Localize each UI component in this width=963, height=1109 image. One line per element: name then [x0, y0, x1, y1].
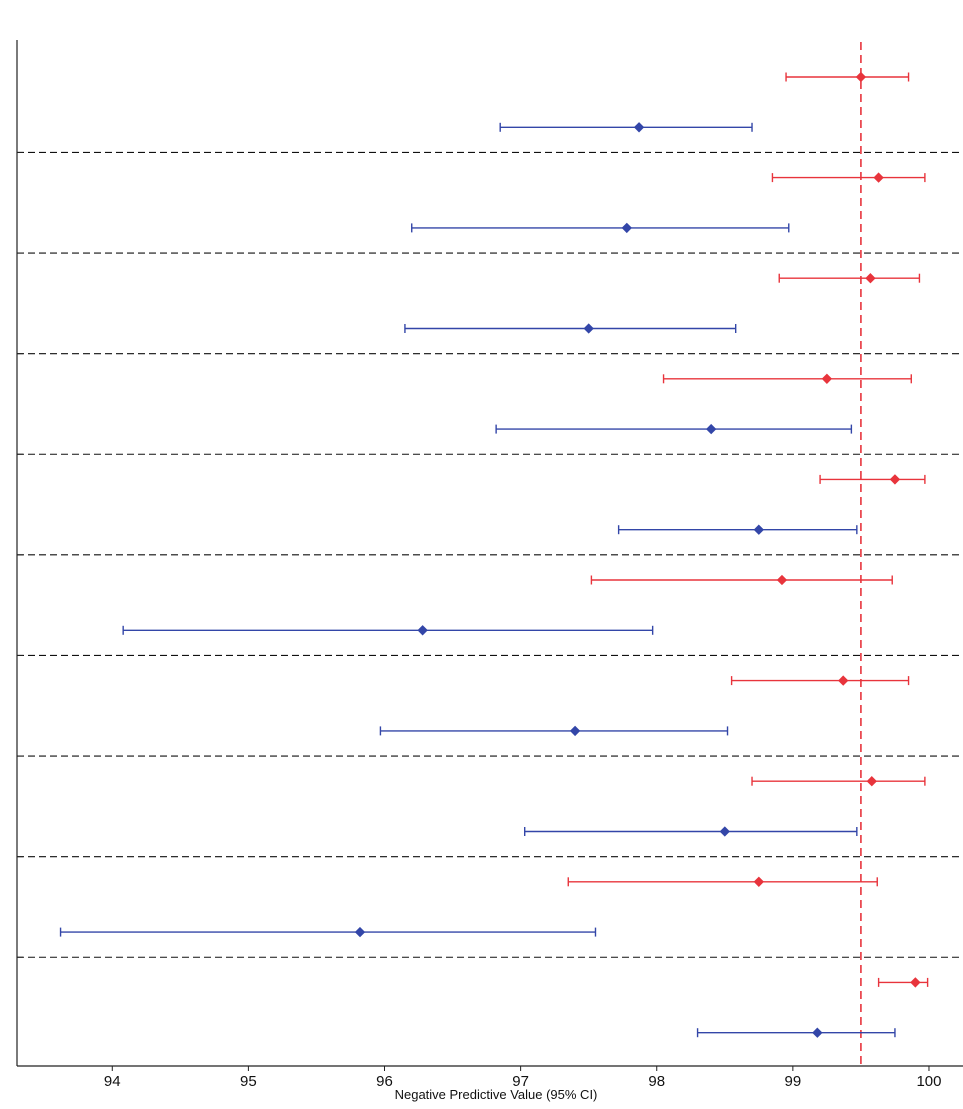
blue-estimate-row [495, 423, 853, 435]
red-estimate-row [590, 574, 893, 586]
point-estimate-marker [821, 373, 833, 384]
point-estimate-marker [889, 474, 901, 485]
point-estimate-marker [866, 776, 877, 787]
blue-estimate-row [696, 1027, 896, 1038]
x-tick-label: 100 [916, 1073, 941, 1090]
red-estimate-row [730, 675, 910, 686]
x-tick-label: 99 [785, 1073, 802, 1090]
blue-estimate-row [59, 926, 597, 938]
x-tick-label: 98 [648, 1073, 665, 1090]
point-estimate-marker [776, 574, 788, 586]
x-axis-ticks: 94 95 96 97 98 99 100 [104, 1066, 941, 1090]
point-estimate-marker [354, 926, 366, 938]
red-estimate-row [819, 474, 926, 485]
point-estimate-marker [417, 625, 428, 636]
point-estimate-marker [753, 876, 764, 887]
red-estimate-row [567, 876, 878, 887]
point-estimate-marker [719, 826, 730, 837]
x-tick-label: 97 [512, 1073, 529, 1090]
red-estimate-row [877, 977, 929, 988]
x-tick-label: 94 [104, 1073, 121, 1090]
blue-estimate-row [499, 122, 753, 133]
group-separators [17, 151, 963, 958]
blue-estimate-row [524, 826, 858, 837]
point-estimate-marker [621, 222, 632, 234]
blue-estimate-row [404, 323, 737, 334]
point-estimate-marker [865, 273, 876, 284]
point-estimate-marker [910, 977, 921, 988]
red-estimate-row [751, 776, 926, 787]
blue-estimate-row [379, 725, 729, 737]
x-tick-label: 95 [240, 1073, 257, 1090]
series-group [59, 71, 929, 1038]
red-estimate-row [778, 273, 921, 284]
point-estimate-marker [838, 675, 849, 686]
blue-estimate-row [411, 222, 790, 234]
blue-estimate-row [122, 625, 654, 636]
point-estimate-marker [569, 725, 581, 737]
point-estimate-marker [855, 71, 867, 83]
red-estimate-row [771, 172, 926, 183]
point-estimate-marker [706, 423, 717, 435]
x-axis-label: Negative Predictive Value (95% CI) [395, 1087, 598, 1102]
x-tick-label: 96 [376, 1073, 393, 1090]
red-estimate-row [785, 71, 910, 83]
axes [16, 40, 963, 1067]
point-estimate-marker [812, 1027, 823, 1038]
point-estimate-marker [633, 122, 645, 133]
point-estimate-marker [583, 323, 594, 334]
blue-estimate-row [617, 524, 858, 535]
red-estimate-row [662, 373, 912, 384]
point-estimate-marker [873, 172, 884, 183]
point-estimate-marker [753, 524, 764, 535]
